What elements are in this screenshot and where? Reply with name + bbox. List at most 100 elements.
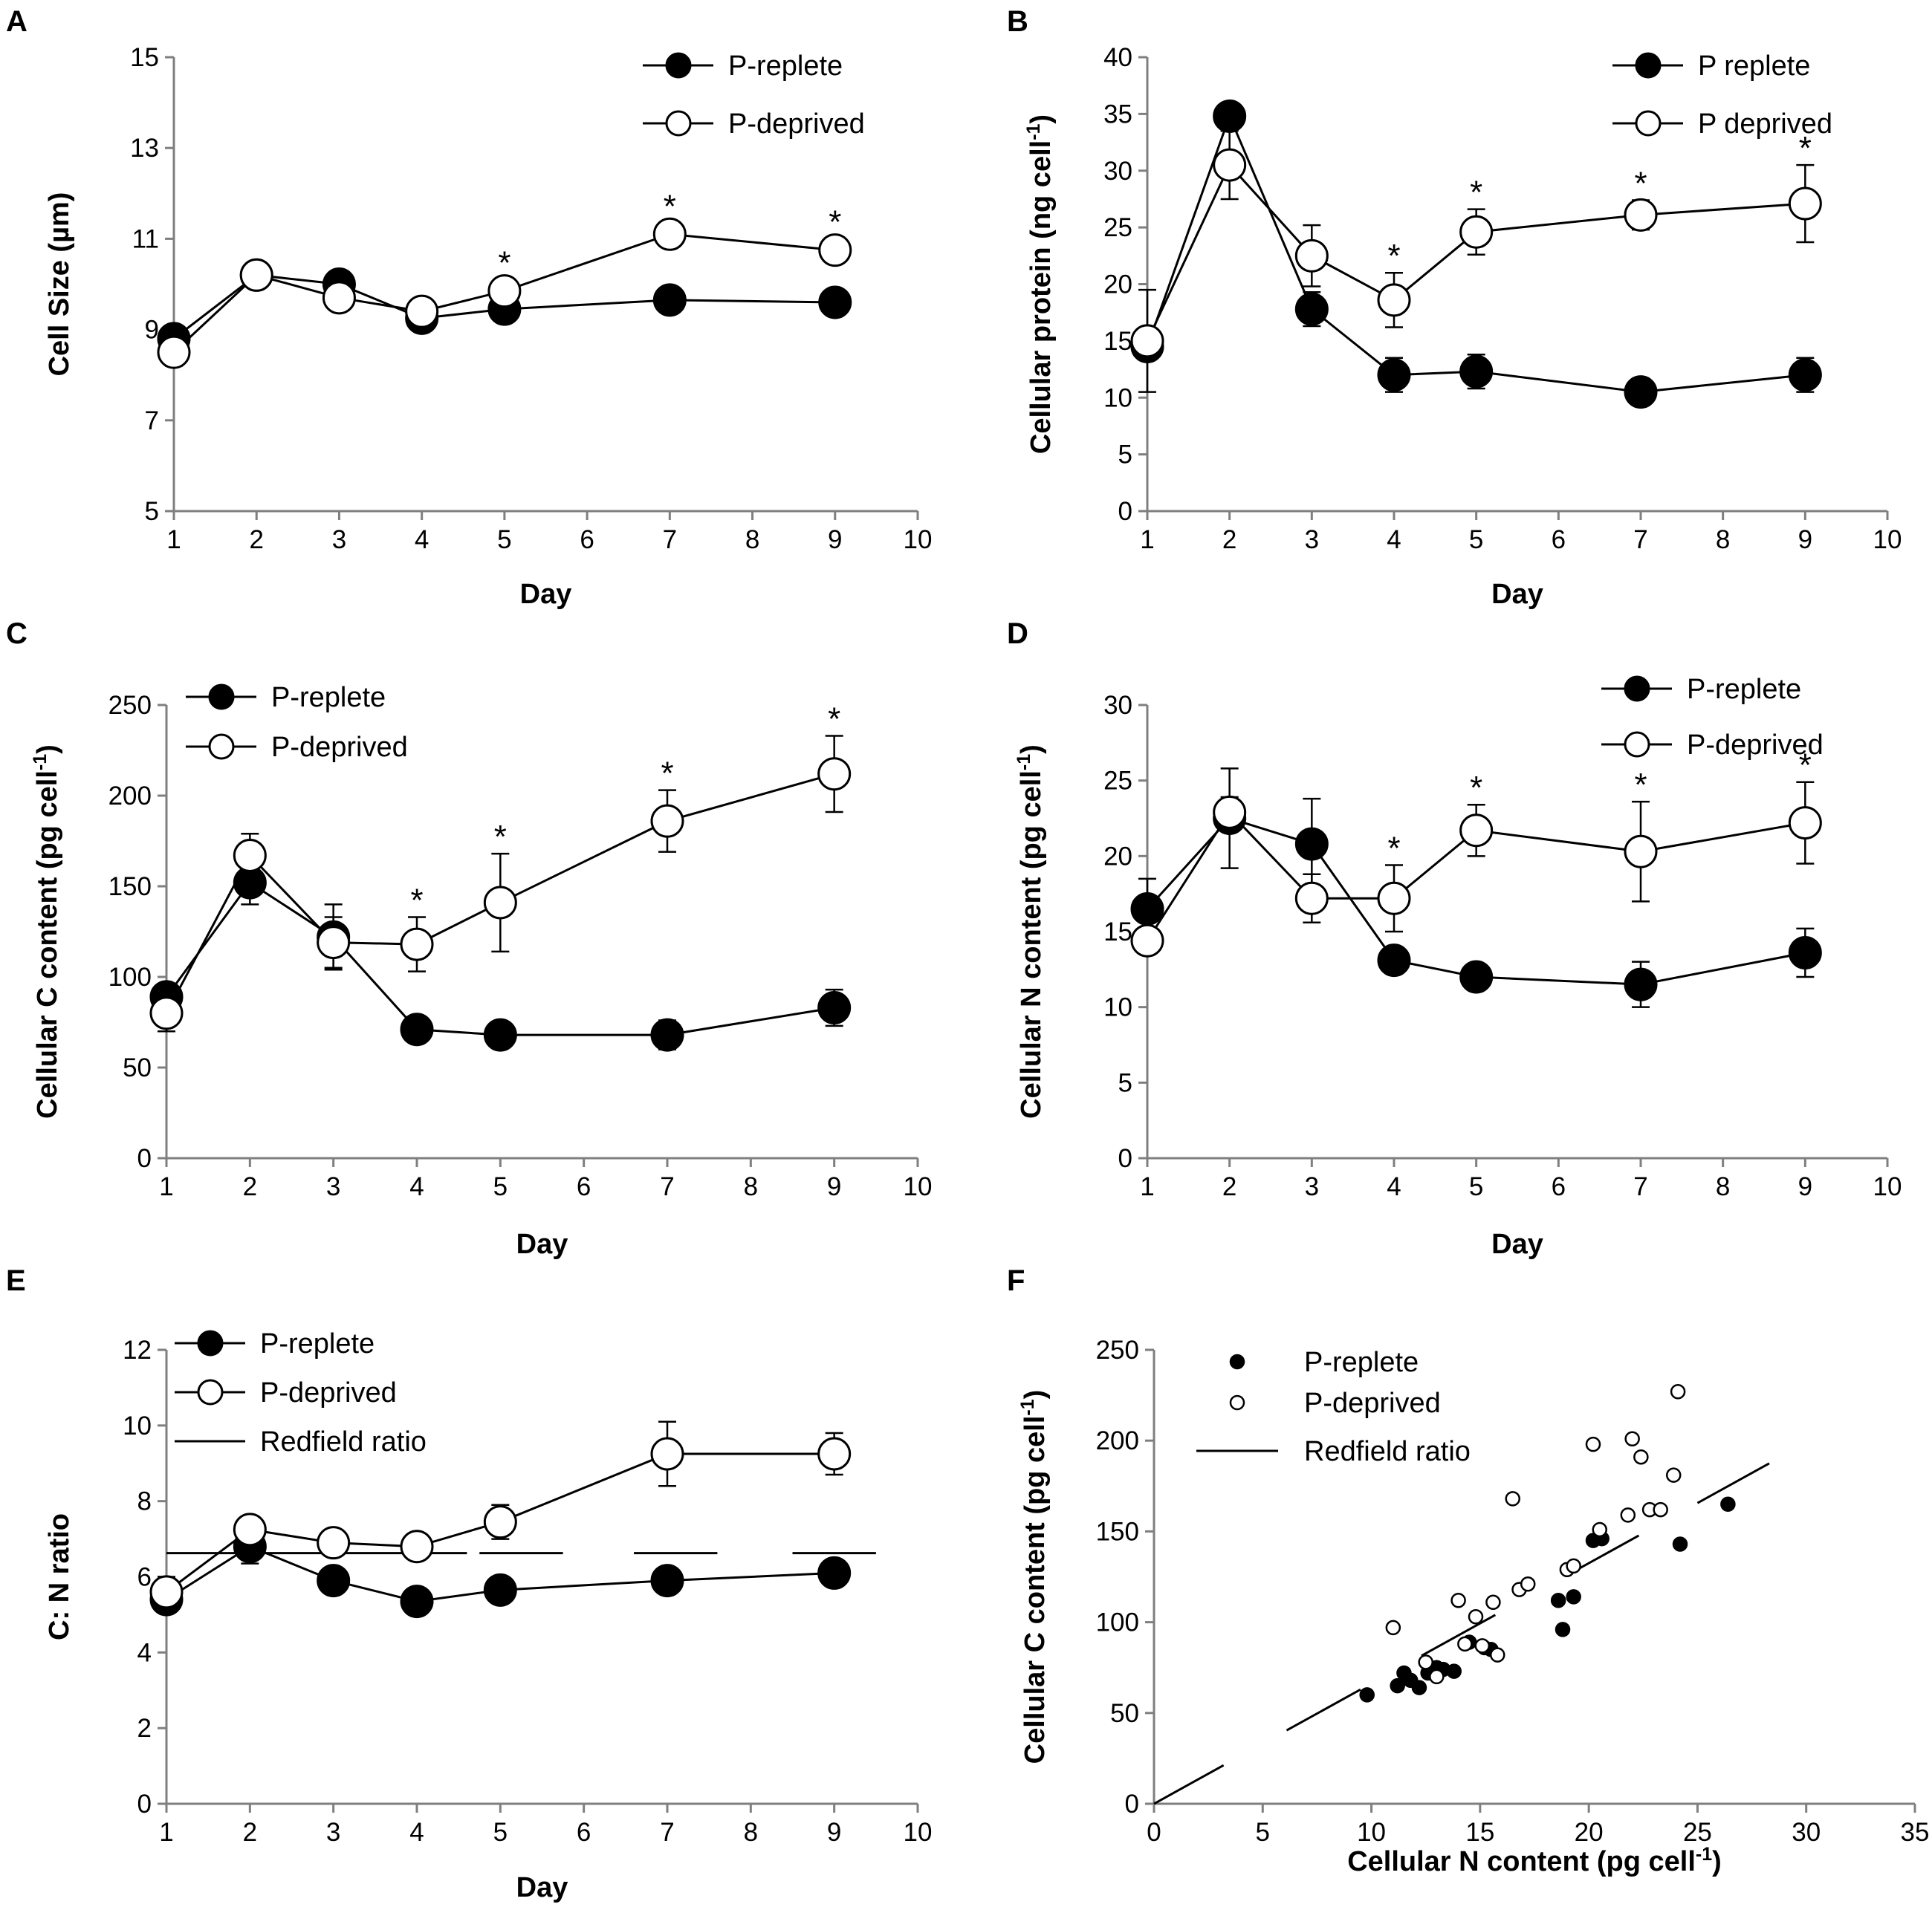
x-tick-label: 2 — [1222, 525, 1236, 554]
y-tick-label: 0 — [1118, 1144, 1132, 1173]
panel-label: E — [6, 1264, 26, 1297]
legend-label: P-replete — [728, 51, 843, 82]
x-tick-label: 25 — [1683, 1818, 1712, 1847]
legend-label: Redfield ratio — [260, 1426, 427, 1458]
open-point — [322, 281, 356, 315]
open-point — [1457, 1636, 1473, 1652]
open-point — [405, 294, 439, 328]
x-tick-label: 6 — [577, 1172, 591, 1201]
x-tick-label: 6 — [1552, 525, 1566, 554]
open-point — [1624, 1431, 1640, 1447]
filled-point — [1672, 1536, 1688, 1552]
x-tick-label: 8 — [745, 525, 759, 554]
panel-label: C — [6, 617, 27, 650]
y-axis-title: Cellular C content (pg cell-1) — [30, 744, 63, 1119]
legend-label: P-replete — [260, 1328, 375, 1360]
y-tick-label: 250 — [1096, 1336, 1139, 1365]
legend-marker — [1229, 1354, 1245, 1370]
filled-point — [400, 1585, 434, 1619]
x-axis-title: Day — [516, 1229, 568, 1260]
panel-a: A 1 2 3 4 5 6 7 8 9 10 5 7 9 11 13 15 Day Cell Size (µm) * *… — [6, 5, 932, 610]
x-tick-label: 4 — [1387, 1172, 1401, 1201]
legend-marker — [197, 1330, 224, 1357]
open-point — [233, 839, 267, 873]
x-tick-label: 9 — [1798, 525, 1812, 554]
redfield-segment — [1286, 1688, 1361, 1732]
y-axis-title-end: ) — [1025, 114, 1057, 124]
legend-marker — [208, 683, 235, 710]
x-tick-label: 30 — [1792, 1818, 1821, 1847]
y-tick-label: 6 — [137, 1563, 152, 1592]
open-point — [400, 1530, 434, 1564]
x-tick-label: 8 — [744, 1818, 758, 1847]
legend-marker — [1635, 52, 1662, 79]
filled-point — [1459, 354, 1494, 389]
y-axis-title-main: Cellular protein (ng cell — [1025, 140, 1057, 454]
open-point — [1788, 806, 1822, 840]
x-tick-label: 15 — [1465, 1818, 1494, 1847]
x-tick-label: 1 — [159, 1172, 173, 1201]
open-point — [1418, 1654, 1433, 1670]
legend-label: P-deprived — [260, 1377, 397, 1409]
y-tick-label: 15 — [1103, 327, 1132, 356]
x-tick-label: 3 — [332, 525, 346, 554]
y-tick-label: 20 — [1103, 842, 1132, 871]
open-point — [317, 926, 351, 960]
y-tick-label: 13 — [130, 134, 159, 163]
open-point — [1459, 813, 1494, 848]
open-point — [1459, 215, 1494, 249]
legend: P-replete P-deprived — [186, 682, 408, 763]
open-point — [817, 1437, 852, 1471]
filled-point — [1377, 358, 1411, 392]
significance-star: * — [1387, 831, 1400, 867]
x-tick-label: 9 — [827, 1818, 841, 1847]
y-tick-label: 30 — [1103, 157, 1132, 186]
legend: P-replete P-deprived Redfield ratio — [1196, 1347, 1471, 1467]
open-point — [1213, 795, 1247, 829]
y-axis-title-main: Cellular C content (pg cell — [1020, 1416, 1051, 1764]
open-point — [1213, 148, 1247, 182]
open-point — [818, 233, 852, 267]
x-tick-label: 10 — [904, 525, 933, 554]
y-tick-label: 7 — [145, 406, 159, 435]
legend-label: P-deprived — [271, 732, 408, 763]
x-tick-label: 3 — [1305, 1172, 1319, 1201]
legend-label: P-replete — [1304, 1347, 1419, 1378]
x-tick-label: 4 — [1387, 525, 1401, 554]
x-axis-title: Cellular N content (pg cell-1) — [1347, 1844, 1722, 1877]
x-tick-label: 4 — [409, 1172, 424, 1201]
redfield-segment — [1421, 1614, 1497, 1657]
legend-label: P-deprived — [1304, 1388, 1441, 1419]
x-tick-label: 9 — [827, 1172, 841, 1201]
panel-label: D — [1007, 617, 1028, 650]
y-tick-label: 50 — [1110, 1699, 1139, 1728]
x-tick-label: 5 — [497, 525, 511, 554]
open-point — [1294, 881, 1329, 915]
open-point — [233, 1513, 267, 1547]
panel-f: F 0 5 10 15 20 25 30 35 0 50 100 150 200 250 Cellular N… — [1007, 1264, 1929, 1877]
y-tick-label: 25 — [1103, 213, 1132, 242]
filled-point — [1294, 827, 1329, 861]
filled-point — [1788, 935, 1822, 969]
open-point — [652, 217, 687, 251]
filled-point — [1555, 1622, 1571, 1637]
x-tick-label: 2 — [1222, 1172, 1236, 1201]
y-tick-label: 15 — [1103, 917, 1132, 946]
x-tick-label: 5 — [493, 1818, 508, 1847]
x-tick-label: 1 — [159, 1818, 173, 1847]
x-tick-label: 0 — [1147, 1818, 1161, 1847]
legend: P replete P deprived — [1612, 51, 1832, 140]
filled-point — [1377, 943, 1411, 978]
y-tick-label: 250 — [108, 691, 152, 720]
legend-label: P-deprived — [728, 108, 865, 140]
y-tick-label: 40 — [1103, 43, 1132, 72]
filled-point — [483, 1573, 517, 1607]
y-tick-label: 0 — [137, 1790, 152, 1819]
x-tick-label: 7 — [1633, 1172, 1647, 1201]
filled-point — [1359, 1687, 1375, 1703]
significance-star: * — [1470, 175, 1482, 211]
filled-point — [1446, 1663, 1462, 1679]
open-point — [1385, 1620, 1401, 1636]
